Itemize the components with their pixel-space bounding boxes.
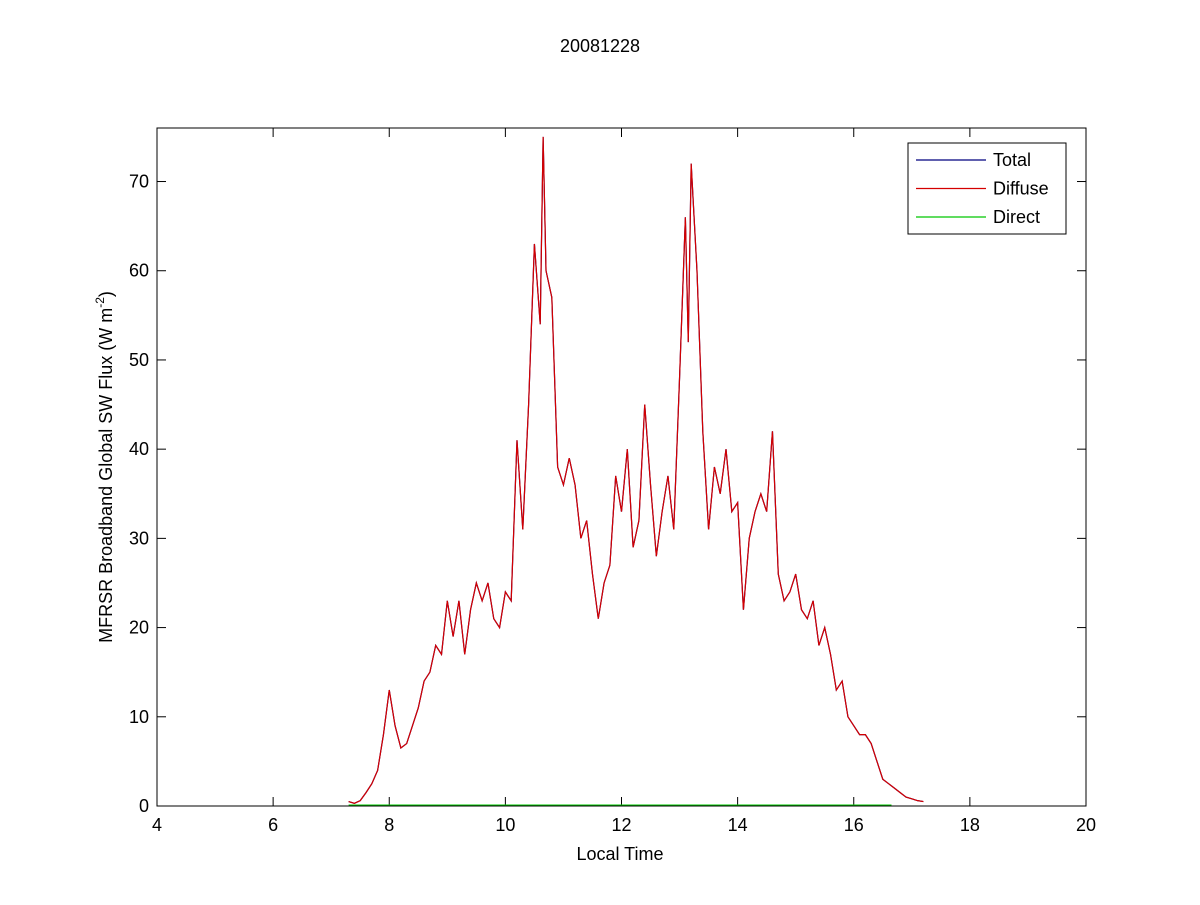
legend-label: Total bbox=[993, 150, 1031, 170]
y-tick-label: 20 bbox=[129, 618, 149, 638]
x-tick-label: 20 bbox=[1076, 815, 1096, 835]
x-tick-label: 8 bbox=[384, 815, 394, 835]
x-tick-label: 14 bbox=[728, 815, 748, 835]
x-tick-label: 12 bbox=[611, 815, 631, 835]
y-tick-label: 50 bbox=[129, 350, 149, 370]
x-tick-label: 18 bbox=[960, 815, 980, 835]
axes-box bbox=[156, 127, 1087, 807]
y-label-text: MFRSR Broadband Global SW Flux (W m bbox=[96, 308, 116, 643]
y-tick-label: 30 bbox=[129, 528, 149, 548]
y-tick-label: 0 bbox=[139, 796, 149, 816]
x-tick-label: 10 bbox=[495, 815, 515, 835]
x-tick-label: 4 bbox=[152, 815, 162, 835]
y-tick-label: 40 bbox=[129, 439, 149, 459]
y-tick-label: 70 bbox=[129, 172, 149, 192]
plot-area bbox=[157, 128, 1086, 806]
y-tick-label: 10 bbox=[129, 707, 149, 727]
x-tick-label: 16 bbox=[844, 815, 864, 835]
y-tick-label: 60 bbox=[129, 261, 149, 281]
y-axis-label: MFRSR Broadband Global SW Flux (W m-2) bbox=[93, 291, 116, 643]
x-tick-label: 6 bbox=[268, 815, 278, 835]
series-line bbox=[348, 136, 924, 804]
chart-title: 20081228 bbox=[560, 36, 640, 56]
legend-label: Diffuse bbox=[993, 179, 1049, 199]
legend-label: Direct bbox=[993, 207, 1040, 227]
x-axis-label: Local Time bbox=[576, 844, 663, 864]
y-label-superscript: -2 bbox=[93, 297, 107, 308]
y-label-suffix: ) bbox=[96, 291, 116, 297]
